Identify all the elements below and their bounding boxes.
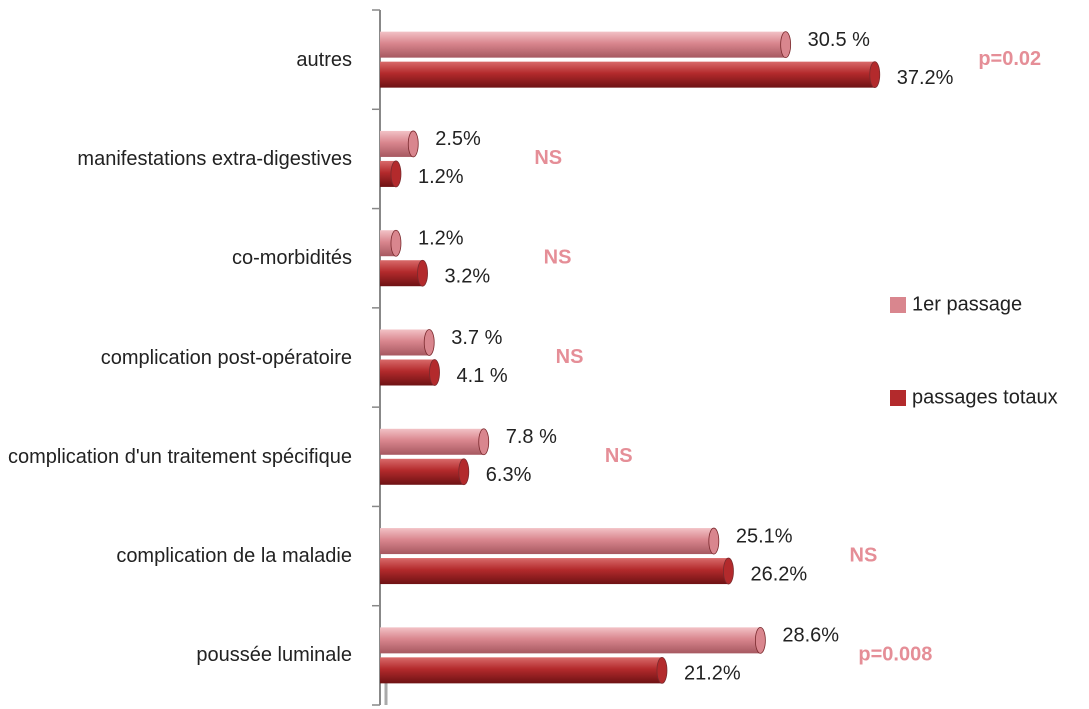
bar bbox=[380, 557, 734, 585]
category-label: manifestations extra-digestives bbox=[77, 147, 352, 170]
legend-swatch bbox=[890, 297, 906, 313]
category-label: poussée luminale bbox=[196, 644, 352, 667]
value-label: 25.1% bbox=[736, 525, 793, 547]
category-label: complication de la maladie bbox=[116, 545, 352, 568]
bar bbox=[380, 626, 766, 654]
bar-cap bbox=[478, 428, 490, 456]
value-label: 3.7 % bbox=[451, 327, 502, 349]
bar-cap bbox=[656, 656, 668, 684]
bar-body bbox=[380, 558, 729, 585]
value-label: 28.6% bbox=[782, 625, 839, 647]
bar-body bbox=[380, 61, 875, 88]
value-label: 4.1 % bbox=[457, 365, 508, 387]
value-label: 21.2% bbox=[684, 663, 741, 685]
bar-body bbox=[380, 260, 423, 287]
category-label: autres bbox=[296, 48, 352, 71]
bar bbox=[380, 458, 470, 486]
annotation: NS bbox=[605, 445, 633, 467]
bar-cap bbox=[869, 61, 881, 89]
bar bbox=[380, 359, 440, 386]
bar-cap bbox=[754, 626, 766, 654]
value-label: 1.2% bbox=[418, 227, 464, 249]
bar-body bbox=[380, 130, 414, 157]
bar bbox=[380, 329, 435, 356]
bar-cap bbox=[417, 259, 428, 287]
value-label: 2.5% bbox=[435, 128, 481, 150]
annotation: NS bbox=[556, 346, 584, 368]
value-label: 26.2% bbox=[750, 563, 807, 585]
bar-body bbox=[380, 329, 430, 356]
bar-cap bbox=[423, 329, 435, 356]
bar-cap bbox=[390, 160, 402, 188]
value-label: 30.5 % bbox=[808, 29, 870, 51]
bar bbox=[380, 130, 419, 158]
legend-swatch bbox=[890, 390, 906, 406]
bar bbox=[380, 229, 402, 257]
category-label: co-morbidités bbox=[231, 247, 352, 270]
bar bbox=[380, 527, 720, 555]
bar-cap bbox=[390, 229, 402, 257]
bar-body bbox=[380, 627, 761, 654]
bar bbox=[380, 61, 881, 89]
bar-body bbox=[380, 31, 786, 58]
legend-label: 1er passage bbox=[912, 293, 1022, 315]
annotation: p=0.02 bbox=[978, 48, 1041, 70]
annotation: NS bbox=[850, 544, 878, 566]
value-label: 1.2% bbox=[418, 166, 464, 188]
category-label: complication d'un traitement spécifique bbox=[7, 445, 352, 468]
bar bbox=[380, 259, 428, 287]
bar-body bbox=[380, 528, 714, 555]
bar bbox=[380, 428, 490, 456]
value-label: 7.8 % bbox=[506, 426, 557, 448]
bar bbox=[380, 656, 668, 684]
bar-cap bbox=[780, 31, 792, 59]
category-label: complication post-opératoire bbox=[100, 346, 352, 369]
bar-cap bbox=[429, 359, 440, 386]
bar-cap bbox=[723, 557, 734, 585]
bar bbox=[380, 160, 402, 188]
bar-body bbox=[380, 359, 435, 386]
bar-cap bbox=[407, 130, 419, 158]
bar-body bbox=[380, 657, 662, 684]
bar-body bbox=[380, 428, 484, 455]
annotation: NS bbox=[544, 246, 572, 268]
annotation: p=0.008 bbox=[858, 644, 932, 666]
legend-label: passages totaux bbox=[912, 386, 1058, 408]
bar bbox=[380, 31, 792, 59]
value-label: 6.3% bbox=[486, 464, 532, 486]
value-label: 37.2% bbox=[897, 67, 954, 89]
annotation: NS bbox=[534, 147, 562, 169]
bar-body bbox=[380, 458, 464, 485]
bar-cap bbox=[458, 458, 470, 486]
bar-cap bbox=[708, 527, 720, 555]
value-label: 3.2% bbox=[445, 265, 491, 287]
